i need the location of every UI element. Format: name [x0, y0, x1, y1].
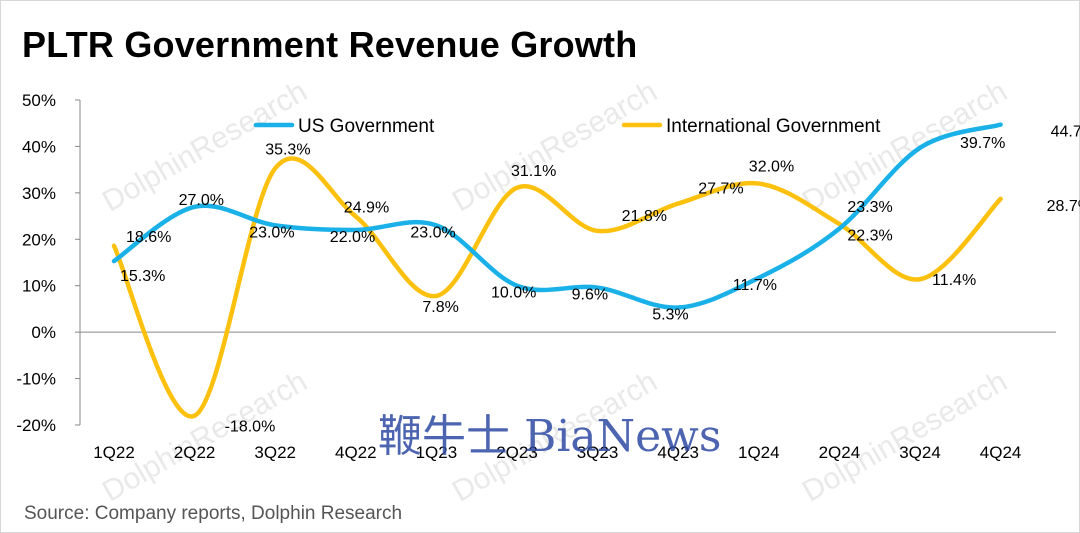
legend-label-us-government: US Government — [298, 116, 435, 137]
data-label-us-government: 5.3% — [652, 307, 688, 324]
x-tick-label: 1Q23 — [416, 443, 458, 462]
data-label-us-government: 23.0% — [410, 224, 455, 241]
brand-watermark: 鞭牛士 BiaNews — [378, 411, 722, 462]
x-tick-label: 3Q22 — [254, 443, 296, 462]
y-tick-label: -10% — [16, 370, 56, 389]
chart-title: PLTR Government Revenue Growth — [22, 24, 638, 65]
data-label-international-government: 27.7% — [698, 181, 743, 198]
x-tick-label: 2Q23 — [496, 443, 538, 462]
x-tick-label: 3Q23 — [577, 443, 619, 462]
series-line-us-government — [111, 122, 1003, 310]
x-tick-label: 1Q24 — [738, 443, 780, 462]
x-tick-label: 4Q23 — [657, 443, 699, 462]
data-label-us-government: 9.6% — [572, 287, 608, 304]
y-tick-label: 40% — [22, 137, 56, 156]
x-tick-label: 2Q22 — [174, 443, 216, 462]
x-tick-label: 2Q24 — [819, 443, 861, 462]
y-tick-label: 30% — [22, 184, 56, 203]
data-label-international-government: 23.3% — [847, 199, 892, 216]
data-label-us-government: 44.7% — [1051, 124, 1080, 141]
data-label-us-government: 22.3% — [847, 228, 892, 245]
series-line-international-government — [111, 156, 1003, 419]
data-label-international-government: 35.3% — [265, 141, 310, 158]
y-tick-label: -20% — [16, 416, 56, 435]
data-label-us-government: 27.0% — [179, 192, 224, 209]
data-label-international-government: 31.1% — [511, 163, 556, 180]
data-label-us-government: 23.0% — [249, 224, 294, 241]
y-tick-label: 0% — [31, 323, 56, 342]
x-tick-label: 4Q24 — [980, 443, 1022, 462]
data-label-international-government: 7.8% — [422, 299, 458, 316]
data-label-international-government: 11.4% — [932, 272, 976, 289]
data-label-us-government: 15.3% — [120, 268, 165, 285]
y-tick-label: 10% — [22, 277, 56, 296]
data-label-international-government: 24.9% — [344, 200, 389, 217]
data-label-us-government: 22.0% — [330, 229, 375, 246]
legend-label-international-government: International Government — [666, 116, 881, 137]
data-label-international-government: 18.6% — [126, 229, 171, 246]
data-label-international-government: 32.0% — [749, 159, 794, 176]
data-label-us-government: 39.7% — [960, 135, 1005, 152]
data-label-us-government: 11.7% — [733, 277, 777, 294]
x-tick-label: 4Q22 — [335, 443, 377, 462]
y-tick-label: 50% — [22, 91, 56, 110]
source-note: Source: Company reports, Dolphin Researc… — [24, 503, 403, 524]
data-label-international-government: 28.7% — [1047, 198, 1080, 215]
data-label-international-government: -18.0% — [225, 419, 276, 436]
data-label-international-government: 21.8% — [622, 208, 667, 225]
x-tick-label: 3Q24 — [899, 443, 941, 462]
x-tick-label: 1Q22 — [93, 443, 135, 462]
data-label-us-government: 10.0% — [491, 285, 536, 302]
y-tick-label: 20% — [22, 230, 56, 249]
